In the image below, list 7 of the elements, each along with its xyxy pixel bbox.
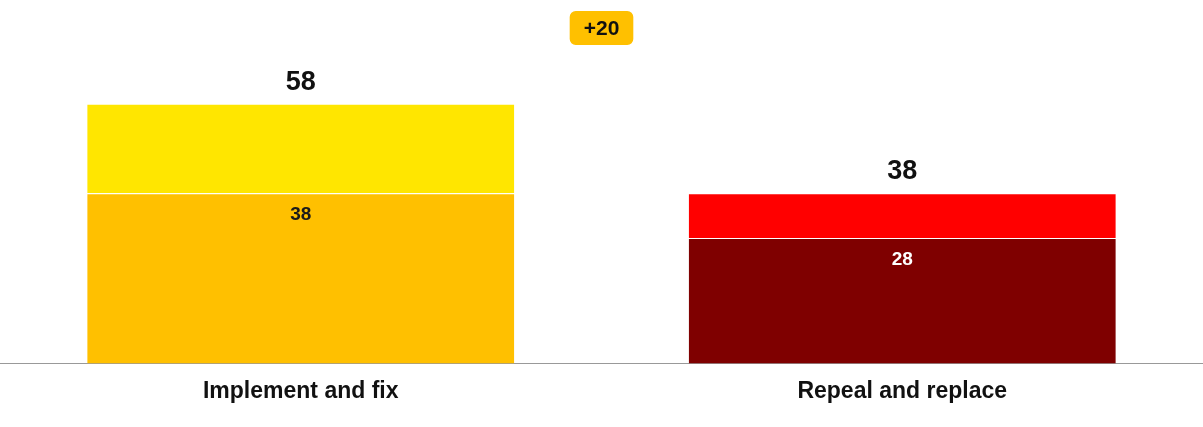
data-label: 28 bbox=[891, 247, 913, 269]
total-label: 58 bbox=[285, 65, 316, 96]
total-label: 38 bbox=[887, 155, 918, 186]
text: +20 bbox=[583, 15, 620, 39]
x-tick-label: Implement and fix bbox=[202, 376, 399, 403]
x-tick-label: Repeal and replace bbox=[797, 376, 1008, 403]
data-label: 38 bbox=[290, 203, 312, 225]
